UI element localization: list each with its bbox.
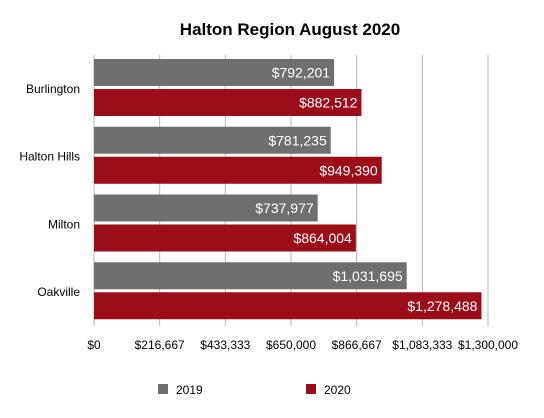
category-label: Burlington bbox=[26, 82, 80, 96]
x-tick-label: $433,333 bbox=[200, 338, 250, 352]
data-label: $792,201 bbox=[272, 65, 331, 81]
x-tick-label: $1,083,333 bbox=[392, 338, 452, 352]
x-axis-tick-labels: $0 $216,667 $433,333 $650,000 $866,667 $1,083… bbox=[87, 338, 518, 352]
legend-label-2020: 2020 bbox=[324, 383, 351, 397]
x-tick-label: $216,667 bbox=[135, 338, 185, 352]
data-label: $737,977 bbox=[255, 200, 314, 216]
x-tick-label: $0 bbox=[87, 338, 101, 352]
bars bbox=[94, 59, 482, 320]
bar-2019-oakville bbox=[94, 262, 407, 290]
legend-label-2019: 2019 bbox=[176, 383, 203, 397]
legend-swatch-2019 bbox=[158, 384, 168, 394]
chart-title: Halton Region August 2020 bbox=[180, 20, 400, 39]
category-label: Halton Hills bbox=[19, 150, 80, 164]
data-label: $1,031,695 bbox=[333, 268, 403, 284]
data-labels: $792,201 $882,512 $781,235 $949,390 $737,977… bbox=[255, 65, 477, 314]
data-label: $864,004 bbox=[293, 230, 352, 246]
bar-2019-burlington bbox=[94, 59, 335, 86]
category-label: Oakville bbox=[37, 285, 80, 299]
legend: 2019 2020 bbox=[158, 383, 351, 397]
x-tick-label: $1,300,000 bbox=[458, 338, 518, 352]
data-label: $1,278,488 bbox=[407, 298, 477, 314]
bar-2020-oakville bbox=[94, 292, 482, 320]
bar-2020-burlington bbox=[94, 89, 362, 116]
data-label: $882,512 bbox=[299, 95, 358, 111]
bar-2019-halton-hills bbox=[94, 126, 331, 154]
category-labels: Burlington Halton Hills Milton Oakville bbox=[19, 82, 80, 299]
bar-2019-milton bbox=[94, 194, 318, 222]
x-tick-label: $650,000 bbox=[266, 338, 316, 352]
x-tick-label: $866,667 bbox=[332, 338, 382, 352]
data-label: $781,235 bbox=[268, 132, 327, 148]
legend-swatch-2020 bbox=[306, 384, 316, 394]
category-label: Milton bbox=[48, 217, 80, 231]
data-label: $949,390 bbox=[319, 162, 378, 178]
bar-2020-halton-hills bbox=[94, 156, 382, 184]
bar-2020-milton bbox=[94, 224, 356, 252]
